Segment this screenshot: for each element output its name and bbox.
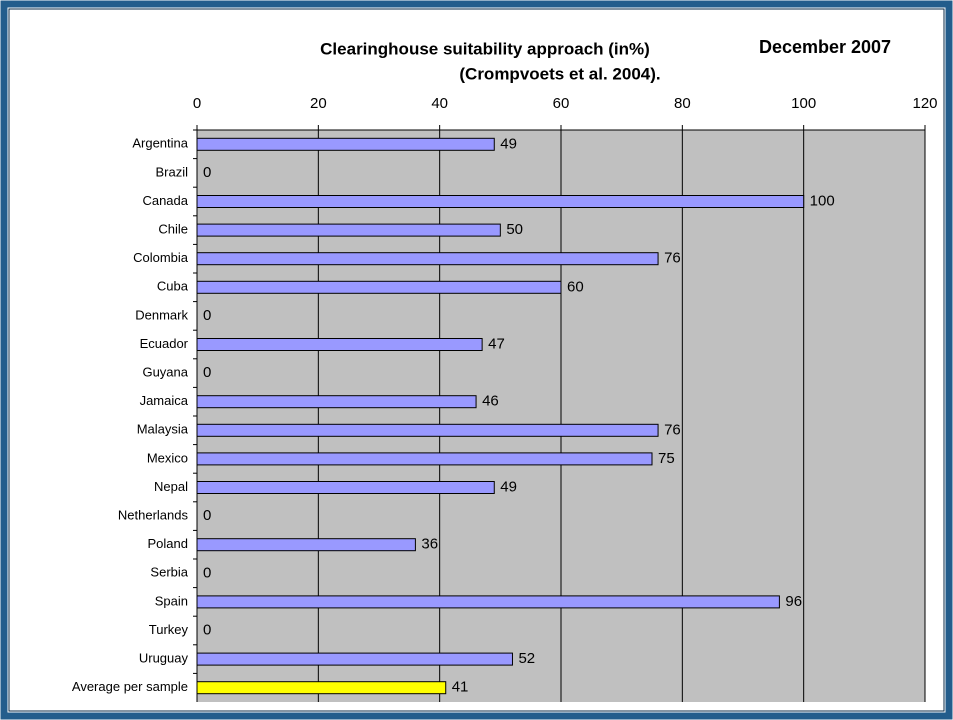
value-label: 0 bbox=[203, 307, 211, 324]
bar bbox=[196, 280, 562, 294]
value-label: 50 bbox=[506, 221, 523, 238]
bar bbox=[196, 252, 659, 266]
value-label: 47 bbox=[488, 335, 505, 352]
y-tick-label: Nepal bbox=[154, 479, 188, 494]
bar bbox=[196, 681, 447, 695]
value-label: 46 bbox=[482, 393, 499, 410]
chart-title: Clearinghouse suitability approach (in%) bbox=[320, 39, 650, 58]
frame-inner bbox=[8, 8, 945, 712]
x-tick-label: 120 bbox=[912, 95, 937, 112]
y-tick-label: Colombia bbox=[133, 250, 189, 265]
bar bbox=[196, 481, 495, 494]
y-tick-label: Uruguay bbox=[139, 651, 189, 666]
bar bbox=[196, 395, 477, 409]
y-tick-label: Jamaica bbox=[140, 393, 189, 408]
value-label: 0 bbox=[203, 621, 211, 638]
x-tick-label: 0 bbox=[193, 95, 201, 112]
bar bbox=[196, 595, 780, 609]
value-label: 60 bbox=[567, 278, 584, 295]
value-label: 49 bbox=[500, 478, 517, 495]
x-tick-label: 40 bbox=[431, 95, 448, 112]
bar bbox=[196, 452, 653, 466]
bar bbox=[196, 137, 495, 151]
y-tick-label: Canada bbox=[142, 193, 188, 208]
value-label: 52 bbox=[518, 650, 535, 667]
value-label: 36 bbox=[421, 536, 438, 553]
value-label: 49 bbox=[500, 135, 517, 152]
y-tick-label: Serbia bbox=[150, 565, 188, 580]
value-label: 41 bbox=[452, 679, 469, 696]
chart-subtitle: (Crompvoets et al. 2004). bbox=[459, 64, 660, 83]
y-tick-label: Cuba bbox=[157, 279, 189, 294]
y-tick-label: Denmark bbox=[135, 307, 188, 322]
y-tick-label: Guyana bbox=[142, 365, 188, 380]
bar bbox=[196, 195, 805, 208]
y-tick-label: Netherlands bbox=[118, 508, 189, 523]
y-tick-label: Ecuador bbox=[140, 336, 189, 351]
value-label: 76 bbox=[664, 421, 681, 438]
value-label: 0 bbox=[203, 164, 211, 181]
bar bbox=[196, 652, 513, 666]
bar bbox=[196, 338, 483, 351]
value-label: 76 bbox=[664, 250, 681, 267]
x-tick-label: 20 bbox=[310, 95, 327, 112]
y-tick-label: Brazil bbox=[155, 164, 188, 179]
value-label: 0 bbox=[203, 564, 211, 581]
y-tick-label: Spain bbox=[155, 593, 188, 608]
y-tick-label: Argentina bbox=[132, 136, 188, 151]
value-label: 100 bbox=[810, 192, 835, 209]
bar bbox=[196, 223, 501, 237]
x-tick-label: 100 bbox=[791, 95, 816, 112]
value-label: 75 bbox=[658, 450, 675, 467]
bar bbox=[196, 423, 659, 437]
y-tick-label: Chile bbox=[158, 222, 188, 237]
value-label: 0 bbox=[203, 507, 211, 524]
y-tick-label: Average per sample bbox=[72, 679, 188, 694]
y-tick-label: Poland bbox=[148, 536, 188, 551]
bar bbox=[196, 538, 416, 552]
y-tick-label: Malaysia bbox=[137, 422, 189, 437]
x-tick-label: 80 bbox=[674, 95, 691, 112]
y-tick-label: Turkey bbox=[149, 622, 189, 637]
y-tick-label: Mexico bbox=[147, 450, 188, 465]
value-label: 0 bbox=[203, 364, 211, 381]
x-tick-label: 60 bbox=[553, 95, 570, 112]
annotation: December 2007 bbox=[759, 37, 891, 57]
value-label: 96 bbox=[785, 593, 802, 610]
